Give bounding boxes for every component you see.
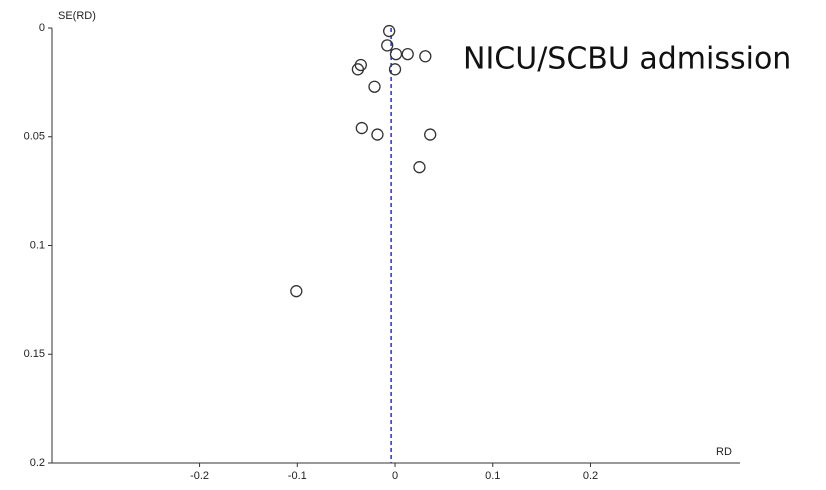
x-tick-label: 0 (392, 470, 398, 482)
point (383, 24, 396, 38)
x-axis-label: RD (716, 446, 732, 458)
y-tick-label: 0 (39, 22, 45, 34)
point (388, 63, 402, 76)
x-tick-label: -0.1 (288, 470, 307, 482)
x-tick-label: 0.2 (583, 470, 598, 482)
point (401, 47, 414, 61)
point (368, 80, 381, 93)
y-tick-label: 0.1 (30, 239, 45, 251)
point (351, 63, 365, 76)
y-axis-label: SE(RD) (58, 10, 96, 22)
point (355, 121, 368, 135)
point (389, 47, 403, 61)
point (419, 50, 432, 63)
point (413, 161, 426, 174)
point (381, 39, 394, 52)
point (424, 128, 437, 141)
y-tick-label: 0.15 (24, 348, 45, 360)
point (371, 128, 384, 141)
y-tick-label: 0.05 (24, 131, 45, 143)
point (290, 285, 303, 298)
chart-annotation: NICU/SCBU admission (463, 42, 791, 77)
x-tick-label: -0.2 (190, 470, 209, 482)
y-tick-label: 0.2 (30, 457, 45, 469)
x-tick-label: 0.1 (485, 470, 500, 482)
